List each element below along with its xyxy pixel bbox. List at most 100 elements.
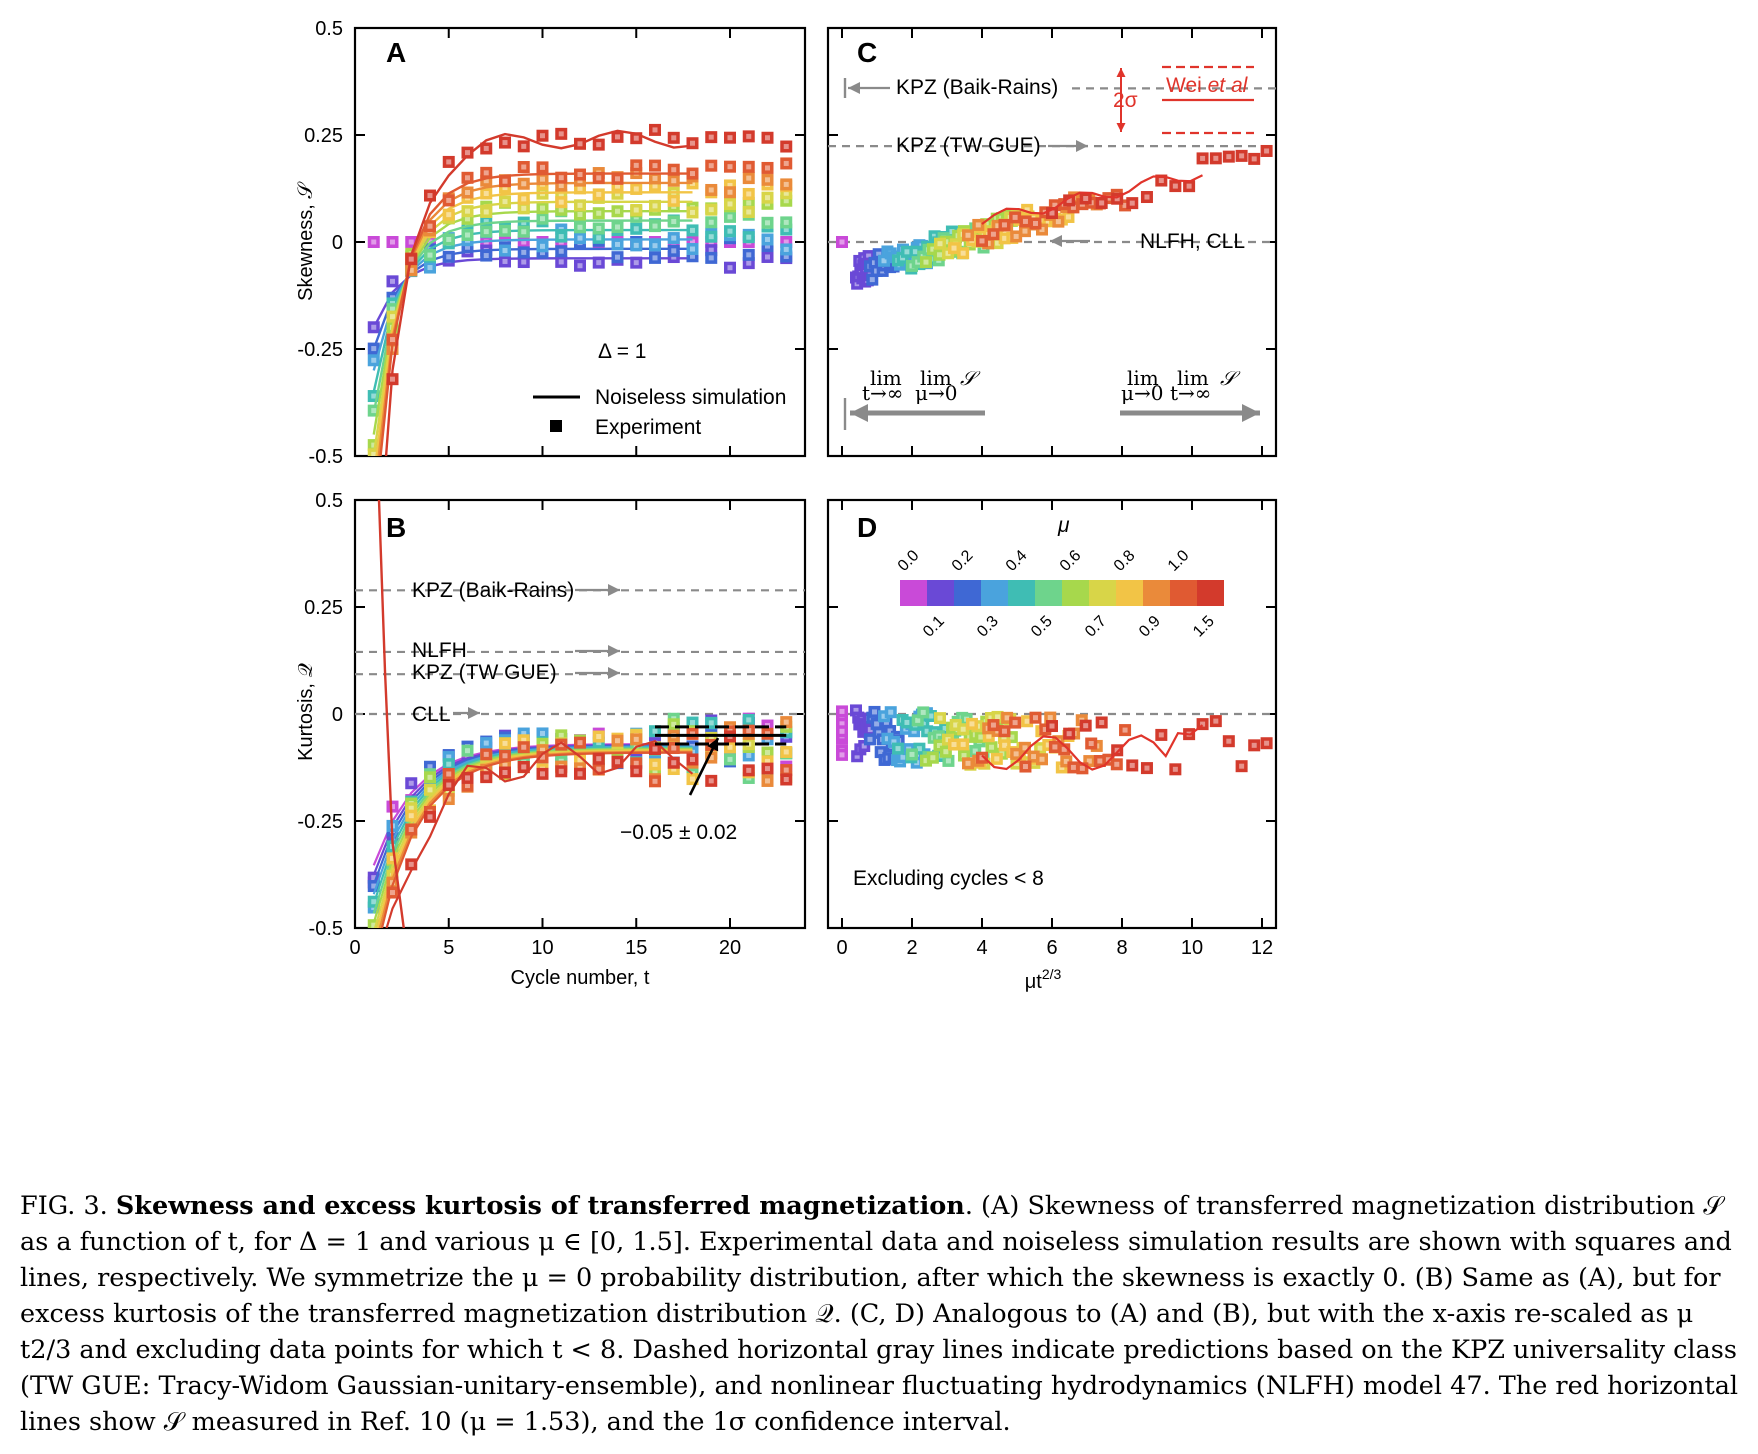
d-square-highlight bbox=[891, 739, 897, 745]
exp-square-highlight bbox=[671, 248, 677, 254]
d-square-mu-1 bbox=[1110, 758, 1123, 771]
exp-square-mu-1 bbox=[592, 171, 605, 184]
exp-square-highlight bbox=[727, 182, 733, 188]
y-tick-label: 0.25 bbox=[304, 597, 343, 619]
exp-square-mu-0.5 bbox=[574, 221, 586, 234]
y-tick-label: 0 bbox=[332, 232, 343, 254]
panel-a-frame: -0.5 -0.25 0 0.25 0.5 bbox=[297, 18, 807, 468]
c-square-highlight bbox=[965, 232, 971, 238]
exp-square-mu-0.9 bbox=[461, 186, 474, 199]
exp-square-highlight bbox=[558, 192, 564, 198]
exp-square-highlight bbox=[521, 249, 527, 255]
d-square-mu-0.5 bbox=[906, 748, 918, 761]
c-square-highlight bbox=[932, 233, 938, 239]
exp-square-highlight bbox=[746, 234, 752, 240]
exp-square-mu-0.2 bbox=[480, 249, 493, 262]
exp-square-mu-1.5 bbox=[667, 131, 680, 144]
exp-square-mu-0.3 bbox=[761, 233, 774, 246]
exp-square-highlight bbox=[596, 210, 602, 216]
exp-square-mu-0.2 bbox=[742, 248, 755, 261]
d-square-mu-1 bbox=[1048, 740, 1061, 753]
exp-square-highlight bbox=[446, 796, 452, 802]
d-square-highlight bbox=[1239, 763, 1245, 769]
exp-square-highlight bbox=[671, 178, 677, 184]
exp-square-highlight bbox=[690, 239, 695, 245]
exp-square-mu-1.5 bbox=[405, 253, 418, 266]
exp-square-highlight bbox=[671, 760, 677, 766]
d-square-highlight bbox=[960, 741, 966, 747]
d-square-highlight bbox=[1172, 766, 1178, 772]
exp-square-highlight bbox=[540, 754, 545, 760]
d-square-highlight bbox=[1114, 761, 1120, 767]
c-square-highlight bbox=[979, 238, 985, 244]
exp-square-highlight bbox=[765, 236, 770, 242]
d-square-mu-0.8 bbox=[957, 738, 970, 751]
colorbar-swatch bbox=[954, 580, 981, 606]
exp-square-highlight bbox=[783, 239, 789, 245]
d-square-highlight bbox=[951, 742, 957, 748]
exp-square-highlight bbox=[577, 202, 583, 208]
exp-square-mu-0.3 bbox=[630, 239, 643, 252]
two-sigma-arrow-up-head bbox=[1116, 68, 1126, 77]
exp-square-highlight bbox=[540, 741, 545, 747]
x-tick-label: 4 bbox=[976, 937, 987, 959]
exp-square-highlight bbox=[371, 239, 377, 245]
exp-square-highlight bbox=[465, 175, 470, 181]
x-tick-label: 10 bbox=[531, 937, 553, 959]
exp-square-highlight bbox=[577, 740, 583, 746]
c-square-highlight bbox=[949, 229, 955, 235]
exp-square-highlight bbox=[671, 235, 677, 241]
d-square-highlight bbox=[1024, 718, 1030, 724]
exp-square-highlight bbox=[521, 737, 527, 743]
x-tick-label: 8 bbox=[1116, 937, 1127, 959]
c-square-highlight bbox=[960, 250, 966, 256]
exp-square-kurt-mu-0.4 bbox=[442, 758, 455, 771]
exp-square-highlight bbox=[746, 252, 752, 258]
d-square-mu-1.5 bbox=[1111, 744, 1124, 757]
x-tick-label: 0 bbox=[349, 937, 360, 959]
exp-square-kurt-mu-0.8 bbox=[405, 809, 418, 822]
c-square-mu-0.8 bbox=[948, 242, 960, 255]
exp-square-highlight bbox=[765, 165, 770, 171]
exp-square-mu-0.3 bbox=[499, 244, 511, 257]
exp-square-highlight bbox=[746, 133, 752, 139]
exp-square-mu-1 bbox=[461, 171, 474, 184]
d-square-mu-0 bbox=[836, 748, 848, 761]
exp-square-mu-1.5 bbox=[555, 127, 568, 140]
c-square-highlight bbox=[912, 249, 918, 255]
d-square-highlight bbox=[1004, 715, 1010, 721]
exp-square-mu-1.5 bbox=[499, 136, 511, 149]
kurtosis-fit-value: −0.05 ± 0.02 bbox=[620, 821, 737, 844]
exp-square-mu-1 bbox=[705, 159, 718, 172]
exp-square-mu-1 bbox=[611, 172, 624, 185]
exp-square-mu-0.6 bbox=[611, 205, 624, 218]
d-square-highlight bbox=[874, 721, 880, 727]
exp-square-highlight bbox=[652, 255, 658, 261]
exp-square-highlight bbox=[558, 175, 564, 181]
exp-square-highlight bbox=[765, 778, 770, 784]
exp-square-highlight bbox=[727, 189, 733, 195]
d-square-mu-0.4 bbox=[892, 742, 904, 755]
exp-square-highlight bbox=[521, 205, 527, 211]
exp-square-highlight bbox=[540, 205, 545, 211]
d-square-highlight bbox=[1022, 764, 1028, 770]
lim-right-1: lim bbox=[1127, 366, 1159, 390]
exp-square-highlight bbox=[371, 357, 377, 363]
sim-line-kurt-spike bbox=[377, 500, 405, 928]
exp-square-kurt-mu-1.5 bbox=[574, 767, 586, 780]
exp-square-highlight bbox=[408, 813, 414, 819]
exp-square-highlight bbox=[408, 861, 414, 867]
exp-square-highlight bbox=[483, 767, 489, 773]
exp-square-mu-1.5 bbox=[705, 131, 718, 144]
exp-square-kurt-mu-0 bbox=[386, 800, 399, 813]
colorbar-swatch bbox=[1035, 580, 1062, 606]
exp-square-mu-0.2 bbox=[611, 251, 624, 264]
exp-square-highlight bbox=[652, 770, 658, 776]
lim-left-2-sub: μ→0 bbox=[915, 381, 957, 405]
c-square-mu-1.5 bbox=[1209, 152, 1222, 165]
exp-square-highlight bbox=[558, 131, 564, 137]
exp-square-highlight bbox=[690, 209, 695, 215]
b-arrow-cll-head bbox=[468, 707, 480, 719]
exp-square-highlight bbox=[690, 253, 695, 259]
exp-square-kurt-mu-0.8 bbox=[592, 730, 605, 743]
